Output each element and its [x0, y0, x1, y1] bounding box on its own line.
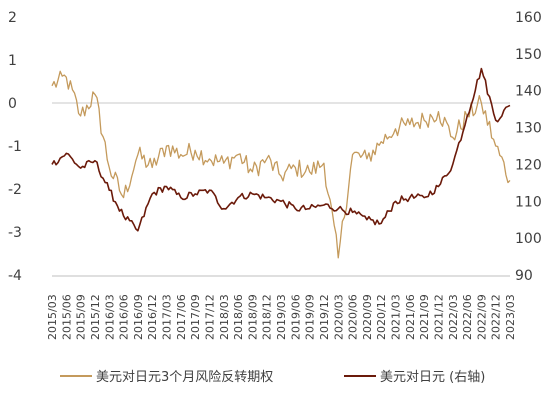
legend-label-risk-reversal: 美元对日元3个月风险反转期权 [96, 369, 273, 385]
x-tick-label: 2019/06 [289, 294, 302, 340]
x-tick-label: 2018/09 [246, 294, 259, 340]
right-tick-label: 130 [515, 121, 542, 137]
x-tick-label: 2015/06 [60, 294, 73, 340]
x-tick-label: 2020/12 [375, 294, 388, 340]
x-tick-label: 2021/03 [390, 294, 403, 340]
x-tick-label: 2017/03 [161, 294, 174, 340]
x-tick-label: 2018/12 [261, 294, 274, 340]
x-tick-label: 2021/09 [418, 294, 431, 340]
x-tick-label: 2022/03 [447, 294, 460, 340]
x-tick-label: 2022/12 [490, 294, 503, 340]
x-tick-label: 2017/09 [189, 294, 202, 340]
right-tick-label: 150 [515, 47, 542, 63]
left-tick-label: -2 [8, 182, 22, 198]
x-tick-label: 2021/06 [404, 294, 417, 340]
x-tick-label: 2022/09 [475, 294, 488, 340]
left-axis-ticks: 2 1 0 -1 -2 -3 -4 [8, 10, 22, 284]
x-tick-label: 2016/09 [132, 294, 145, 340]
left-tick-label: 1 [8, 53, 17, 69]
right-tick-label: 120 [515, 157, 542, 173]
left-tick-label: 2 [8, 10, 17, 26]
x-tick-label: 2021/12 [432, 294, 445, 340]
legend: 美元对日元3个月风险反转期权 美元对日元 (右轴) [60, 369, 485, 385]
x-tick-label: 2019/12 [318, 294, 331, 340]
x-tick-label: 2017/12 [203, 294, 216, 340]
x-tick-label: 2023/03 [504, 294, 517, 340]
x-tick-label: 2016/06 [118, 294, 131, 340]
right-tick-label: 100 [515, 231, 542, 247]
series-line-usdjpy [51, 67, 511, 232]
right-tick-label: 160 [515, 10, 542, 26]
right-tick-label: 140 [515, 84, 542, 100]
x-tick-label: 2019/03 [275, 294, 288, 340]
x-tick-label: 2016/12 [146, 294, 159, 340]
right-tick-label: 90 [515, 268, 533, 284]
left-tick-label: -4 [8, 268, 22, 284]
x-tick-label: 2018/06 [232, 294, 245, 340]
x-tick-label: 2015/09 [75, 294, 88, 340]
x-tick-label: 2020/09 [361, 294, 374, 340]
x-tick-label: 2022/06 [461, 294, 474, 340]
x-axis-ticks: 2015/03 2015/06 2015/09 2015/12 2016/03 2016/… [46, 294, 517, 340]
legend-label-usdjpy: 美元对日元 (右轴) [380, 370, 485, 385]
x-tick-label: 2018/03 [218, 294, 231, 340]
x-tick-label: 2017/06 [175, 294, 188, 340]
right-axis-ticks: 160 150 140 130 120 110 100 90 [515, 10, 542, 284]
x-tick-label: 2015/12 [89, 294, 102, 340]
left-tick-label: -3 [8, 225, 22, 241]
x-tick-label: 2020/03 [332, 294, 345, 340]
x-tick-label: 2015/03 [46, 294, 59, 340]
x-tick-label: 2016/03 [103, 294, 116, 340]
x-tick-label: 2020/06 [347, 294, 360, 340]
right-tick-label: 110 [515, 194, 542, 210]
x-tick-label: 2019/09 [304, 294, 317, 340]
left-tick-label: 0 [8, 96, 17, 112]
series-line-risk-reversal [51, 70, 511, 259]
left-tick-label: -1 [8, 139, 22, 155]
